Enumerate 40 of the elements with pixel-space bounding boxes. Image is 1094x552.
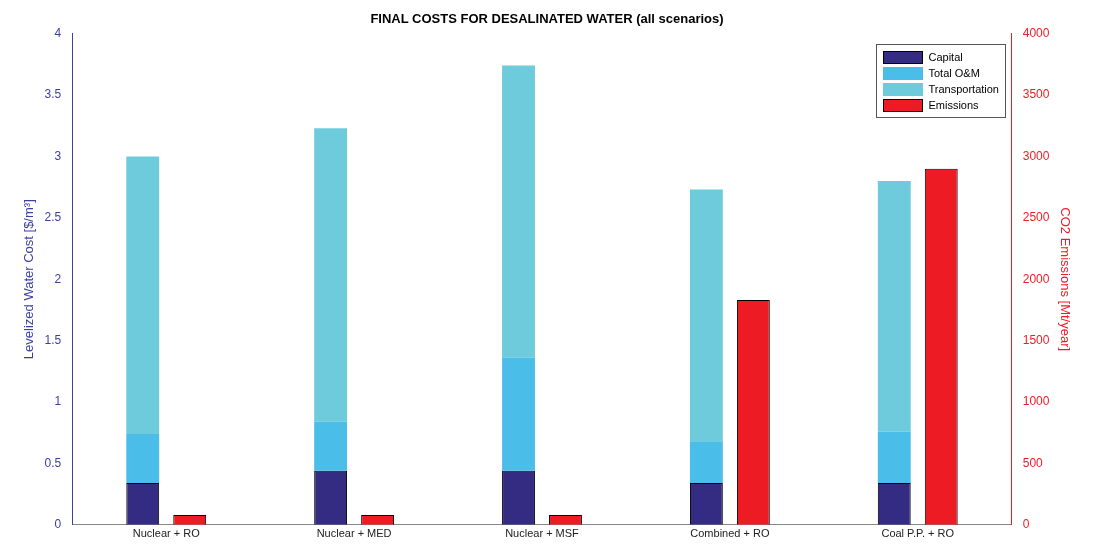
y2-tick-label: 1000 (1022, 394, 1050, 409)
x-tick-label: Coal P.P. + RO (881, 527, 955, 540)
y-tick-label: 3 (54, 148, 62, 163)
x-tick-label: Nuclear + RO (132, 527, 201, 540)
y-tick-label: 2.5 (44, 210, 62, 225)
y-tick-label: 1.5 (44, 332, 62, 347)
legend-label: Total O&M (928, 67, 980, 79)
x-tick-label: Nuclear + MSF (505, 527, 580, 540)
y2-tick-label: 4000 (1022, 25, 1050, 40)
y2-tick-label: 2500 (1022, 210, 1050, 225)
y2-tick-label: 500 (1022, 455, 1044, 470)
bar (689, 189, 723, 442)
y2-tick-label: 3000 (1022, 148, 1050, 163)
y-tick-label: 2 (54, 271, 62, 286)
bar (502, 357, 535, 471)
y2-tick-label: 2000 (1022, 271, 1050, 286)
bar (689, 441, 723, 484)
bar (314, 421, 348, 471)
y-axis-title: Levelized Water Cost [$/m³] (21, 199, 37, 360)
bar (877, 431, 911, 484)
bar (126, 433, 160, 484)
y-tick-label: 1 (54, 394, 62, 409)
bar (314, 128, 348, 422)
bar (877, 180, 911, 432)
y2-tick-label: 0 (1022, 517, 1030, 532)
bar (126, 156, 160, 434)
x-tick-label: Nuclear + MED (316, 527, 392, 540)
chart-title: FINAL COSTS FOR DESALINATED WATER (all scenarios) (370, 11, 724, 27)
y-tick-label: 0 (54, 517, 62, 532)
y-tick-label: 3.5 (44, 87, 62, 102)
legend-label: Emissions (928, 99, 979, 111)
y2-axis-title: CO2 Emissions [Mt/year] (1057, 207, 1073, 352)
y2-tick-label: 3500 (1022, 87, 1050, 102)
y-tick-label: 4 (54, 25, 62, 40)
legend-label: Capital (928, 51, 963, 63)
bar (502, 65, 535, 358)
legend-label: Transportation (928, 83, 999, 95)
y-tick-label: 0.5 (44, 455, 62, 470)
x-tick-label: Combined + RO (690, 527, 770, 540)
y2-tick-label: 1500 (1022, 332, 1050, 347)
